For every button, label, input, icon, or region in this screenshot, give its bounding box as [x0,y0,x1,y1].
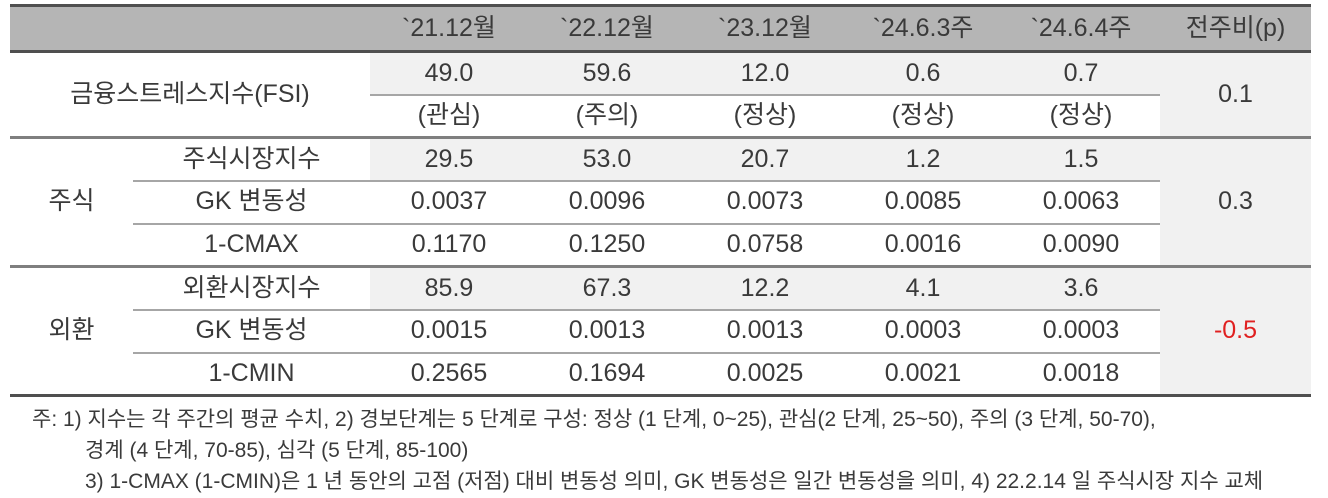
fx-gk-label: GK 변동성 [133,309,370,354]
fx-index-value: 3.6 [1002,266,1160,311]
fx-gk-value: 0.0003 [1002,309,1160,354]
stock-gk-value: 0.0037 [370,180,528,225]
stock-index-value: 29.5 [370,137,528,182]
footnote-line: 경계 (4 단계, 70-85), 심각 (5 단계, 85-100) [85,439,469,462]
fx-cmin-row: 1-CMIN 0.2565 0.1694 0.0025 0.0021 0.001… [10,352,1311,397]
stock-gk-value: 0.0063 [1002,180,1160,225]
header-col-wow: 전주비(p) [1160,4,1311,53]
fx-cmin-value: 0.0025 [686,352,844,397]
fx-index-row: 외환 외환시장지수 85.9 67.3 12.2 4.1 3.6 -0.5 [10,266,1311,397]
header-col-2212: `22.12월 [528,4,686,53]
stock-cmax-value: 0.0016 [844,223,1002,268]
header-col-2463w: `24.6.3주 [844,4,1002,53]
fx-index-value: 67.3 [528,266,686,311]
fsi-table: `21.12월 `22.12월 `23.12월 `24.6.3주 `24.6.4… [10,4,1311,397]
stock-cmax-row: 1-CMAX 0.1170 0.1250 0.0758 0.0016 0.009… [10,223,1311,268]
header-col-2112: `21.12월 [370,4,528,53]
fsi-wow-value: 0.1 [1160,51,1311,139]
fsi-status-row: (관심) (주의) (정상) (정상) (정상) [10,94,1311,139]
footnotes: 주: 1) 지수는 각 주간의 평균 수치, 2) 경보단계는 5 단계로 구성… [10,404,1328,497]
fx-gk-value: 0.0003 [844,309,1002,354]
stock-group-label: 주식 [10,137,133,268]
fsi-status: (주의) [528,94,686,139]
fx-index-label: 외환시장지수 [133,266,370,311]
stock-cmax-value: 0.1250 [528,223,686,268]
fsi-value: 0.6 [844,51,1002,96]
stock-cmax-value: 0.0758 [686,223,844,268]
fx-gk-value: 0.0013 [686,309,844,354]
fsi-value: 59.6 [528,51,686,96]
fsi-status: (정상) [844,94,1002,139]
fx-gk-value: 0.0013 [528,309,686,354]
header-corner [10,4,370,53]
stock-cmax-label: 1-CMAX [133,223,370,268]
fx-cmin-value: 0.1694 [528,352,686,397]
fsi-status: (관심) [370,94,528,139]
stock-cmax-value: 0.1170 [370,223,528,268]
stock-index-label: 주식시장지수 [133,137,370,182]
fsi-value: 12.0 [686,51,844,96]
fsi-value: 49.0 [370,51,528,96]
stock-cmax-value: 0.0090 [1002,223,1160,268]
header-col-2464w: `24.6.4주 [1002,4,1160,53]
fx-index-value: 12.2 [686,266,844,311]
fsi-values-row: 금융스트레스지수(FSI) 49.0 59.6 12.0 0.6 0.7 0.1 [10,51,1311,139]
footnote-line: 주: 1) 지수는 각 주간의 평균 수치, 2) 경보단계는 5 단계로 구성… [32,408,1156,431]
stock-index-value: 1.5 [1002,137,1160,182]
stock-index-row: 주식 주식시장지수 29.5 53.0 20.7 1.2 1.5 0.3 [10,137,1311,268]
stock-gk-row: GK 변동성 0.0037 0.0096 0.0073 0.0085 0.006… [10,180,1311,225]
fx-wow-value: -0.5 [1160,266,1311,397]
fsi-label: 금융스트레스지수(FSI) [10,51,370,139]
fx-cmin-label: 1-CMIN [133,352,370,397]
stock-index-value: 20.7 [686,137,844,182]
fsi-status: (정상) [686,94,844,139]
stock-wow-value: 0.3 [1160,137,1311,268]
stock-index-value: 53.0 [528,137,686,182]
fx-group-label: 외환 [10,266,133,397]
fx-index-value: 85.9 [370,266,528,311]
stock-gk-label: GK 변동성 [133,180,370,225]
stock-gk-value: 0.0096 [528,180,686,225]
fx-gk-row: GK 변동성 0.0015 0.0013 0.0013 0.0003 0.000… [10,309,1311,354]
fx-cmin-value: 0.2565 [370,352,528,397]
fx-cmin-value: 0.0021 [844,352,1002,397]
fsi-value: 0.7 [1002,51,1160,96]
fx-gk-value: 0.0015 [370,309,528,354]
header-row: `21.12월 `22.12월 `23.12월 `24.6.3주 `24.6.4… [10,4,1311,53]
fsi-status: (정상) [1002,94,1160,139]
stock-gk-value: 0.0085 [844,180,1002,225]
footnote-line: 3) 1-CMAX (1-CMIN)은 1 년 동안의 고점 (저점) 대비 변… [85,470,1264,493]
stock-index-value: 1.2 [844,137,1002,182]
fx-index-value: 4.1 [844,266,1002,311]
fx-cmin-value: 0.0018 [1002,352,1160,397]
stock-gk-value: 0.0073 [686,180,844,225]
header-col-2312: `23.12월 [686,4,844,53]
